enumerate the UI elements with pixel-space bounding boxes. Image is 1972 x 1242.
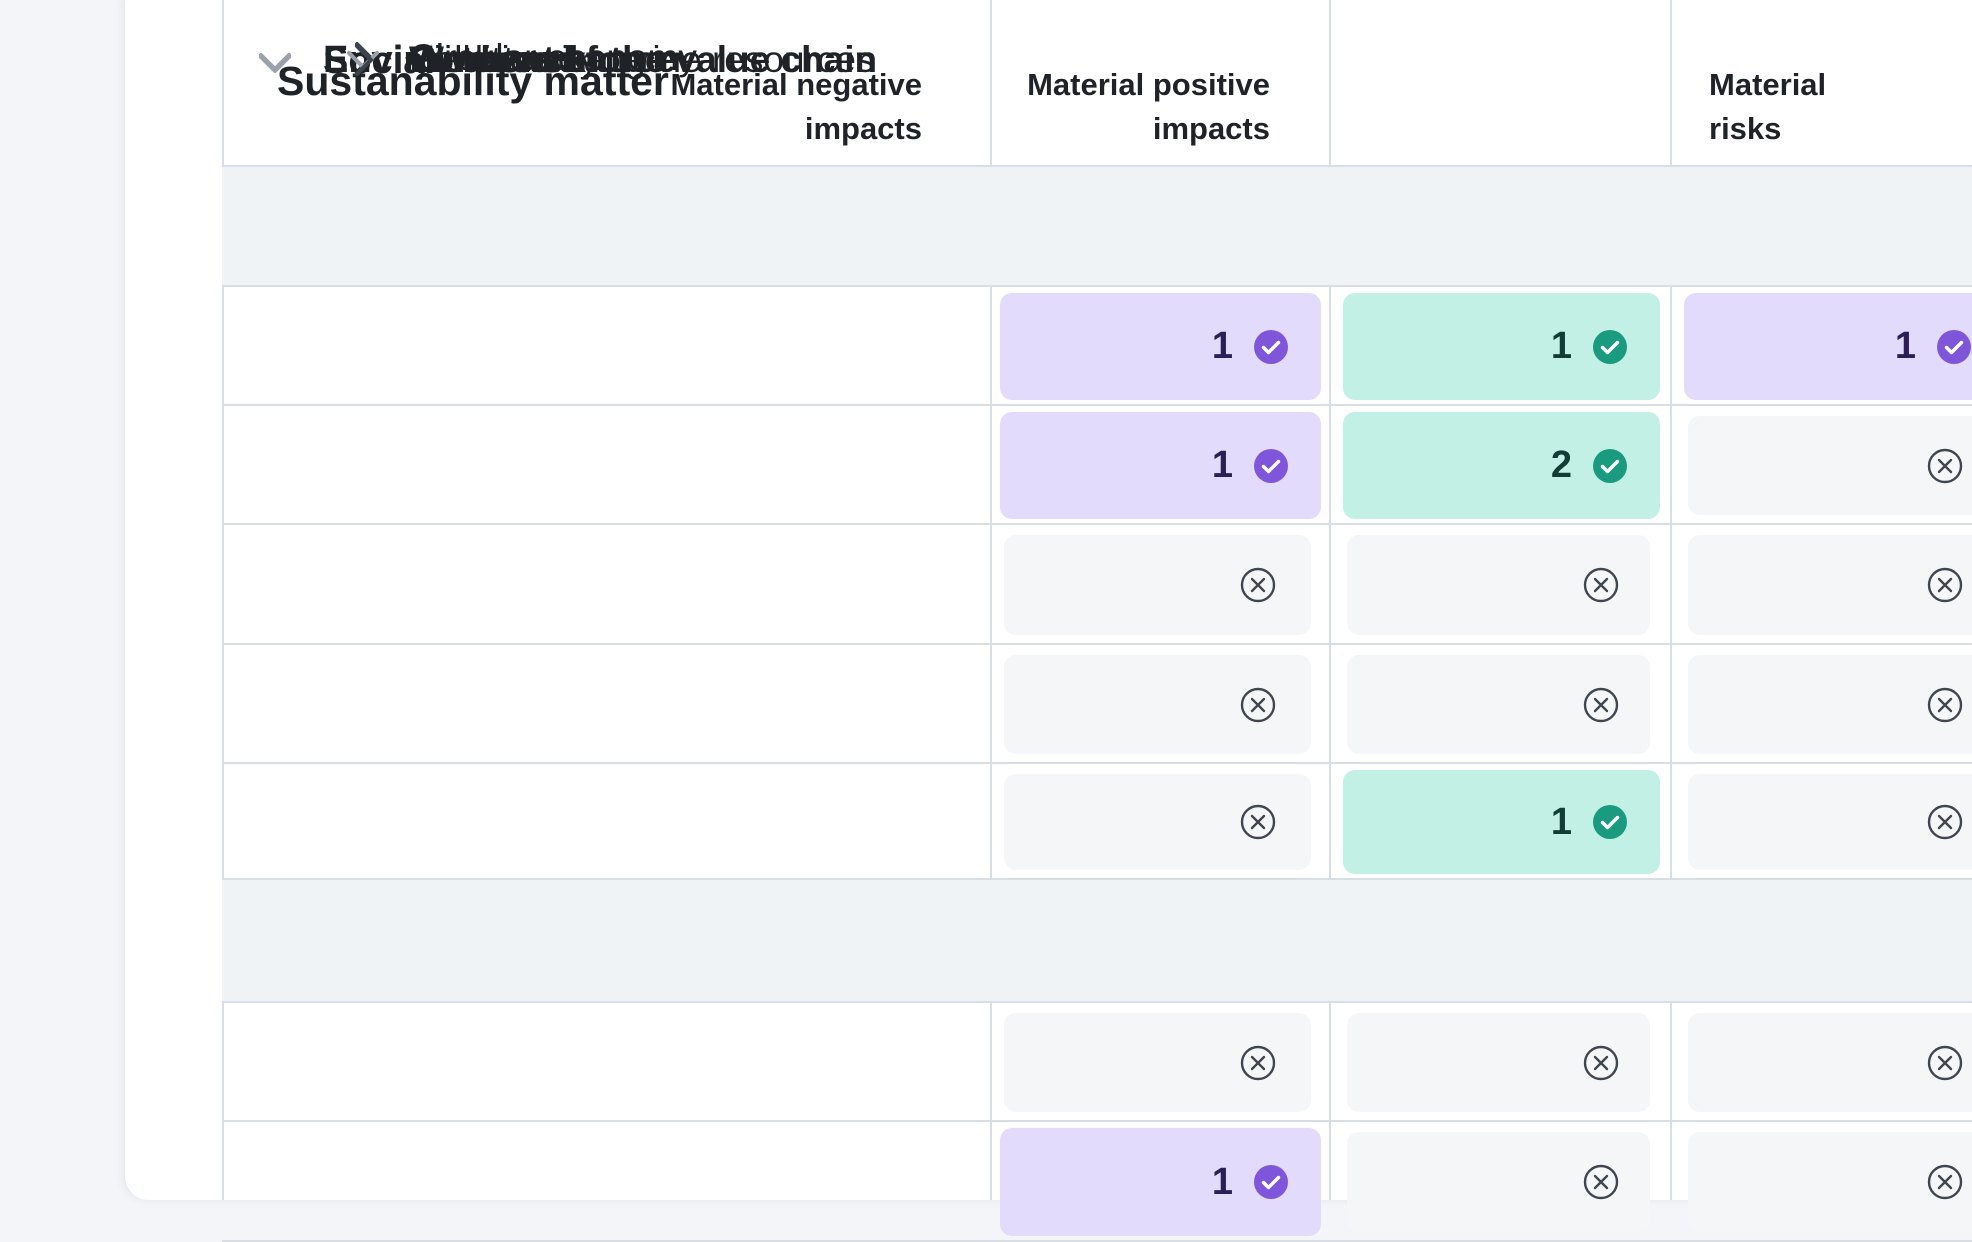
x-circle-icon: [1926, 803, 1964, 841]
x-circle-icon: [1926, 566, 1964, 604]
row-label-text: Own workforce: [409, 38, 677, 80]
x-circle-icon: [1239, 566, 1277, 604]
row-label-text: Workers in the value chain: [409, 39, 878, 80]
row-label-text: Pollution: [409, 38, 551, 80]
row-label-text: Climate change: [409, 38, 667, 80]
column-divider: [1670, 0, 1672, 1200]
row-label-text: Water and marine resources: [409, 39, 875, 80]
not-material-cell[interactable]: [1347, 655, 1650, 754]
x-circle-icon: [1582, 1163, 1620, 1201]
impact-count: 1: [1211, 444, 1233, 486]
matter-label[interactable]: Own workforce: [343, 0, 676, 119]
column-header-positive-impacts[interactable]: Material positive impacts: [1027, 67, 1270, 146]
impact-count: 1: [1550, 800, 1572, 843]
check-circle-icon: [1253, 1164, 1289, 1200]
column-divider: [1329, 0, 1331, 1200]
material-cell[interactable]: 1: [1000, 293, 1321, 400]
x-circle-icon: [1926, 1163, 1964, 1201]
table-left-border: [222, 0, 224, 1200]
not-material-cell[interactable]: [1347, 535, 1650, 635]
not-material-cell[interactable]: [1347, 1013, 1650, 1112]
column-header-risks[interactable]: Material risks: [1709, 67, 1827, 146]
check-circle-icon: [1592, 448, 1628, 484]
check-circle-icon: [1592, 329, 1628, 365]
chevron-right-icon[interactable]: [343, 40, 383, 80]
not-material-cell[interactable]: [1688, 416, 1972, 515]
not-material-cell[interactable]: [1688, 1013, 1972, 1112]
table-row: [222, 287, 1972, 406]
material-cell[interactable]: 1: [1684, 293, 1972, 400]
chevron-down-icon[interactable]: [255, 44, 295, 84]
impact-count: 2: [1550, 444, 1572, 486]
check-circle-icon: [1253, 448, 1289, 484]
not-material-cell[interactable]: [1004, 535, 1311, 635]
material-cell[interactable]: 1: [1000, 412, 1321, 519]
row-label-text: Environment: [323, 38, 556, 81]
row-label-text: Circular economy: [409, 37, 697, 78]
material-cell[interactable]: 2: [1343, 412, 1660, 519]
group-label[interactable]: Social: [255, 0, 435, 123]
row-label-text: Social: [323, 40, 435, 82]
material-cell[interactable]: 1: [1000, 1128, 1321, 1236]
matter-label[interactable]: Pollution: [343, 0, 551, 119]
materiality-table: Sustanability matter Material negative i…: [222, 0, 1972, 1242]
x-circle-icon: [1926, 686, 1964, 724]
x-circle-icon: [1239, 686, 1277, 724]
check-circle-icon: [1592, 804, 1628, 840]
column-header-negative-impacts[interactable]: Material negative impacts: [670, 67, 922, 146]
material-cell[interactable]: 1: [1343, 293, 1660, 400]
x-circle-icon: [1926, 447, 1964, 485]
impact-count: 1: [1550, 325, 1572, 367]
x-circle-icon: [1582, 686, 1620, 724]
not-material-cell[interactable]: [1688, 774, 1972, 870]
x-circle-icon: [1239, 1044, 1277, 1082]
x-circle-icon: [1926, 1044, 1964, 1082]
table-row: [222, 1003, 1972, 1122]
table-header-row: Sustanability matter Material negative i…: [222, 0, 1972, 167]
not-material-cell[interactable]: [1688, 655, 1972, 754]
not-material-cell[interactable]: [1004, 774, 1311, 870]
impact-count: 1: [1894, 325, 1916, 367]
table-row: [222, 525, 1972, 645]
table-row: [222, 645, 1972, 764]
impact-count: 1: [1211, 1160, 1233, 1203]
matter-label[interactable]: Workers in the value chain: [343, 0, 877, 120]
not-material-cell[interactable]: [1688, 535, 1972, 635]
not-material-cell[interactable]: [1688, 1132, 1972, 1232]
material-cell[interactable]: 1: [1343, 770, 1660, 874]
column-divider: [990, 0, 992, 1200]
impact-count: 1: [1211, 325, 1233, 367]
group-row: [222, 880, 1972, 1003]
not-material-cell[interactable]: [1347, 1132, 1650, 1232]
group-row: [222, 167, 1972, 287]
x-circle-icon: [1582, 1044, 1620, 1082]
x-circle-icon: [1239, 803, 1277, 841]
table-row: [222, 406, 1972, 525]
not-material-cell[interactable]: [1004, 655, 1311, 754]
row-label-text: Biodiversity: [409, 38, 599, 80]
matter-label[interactable]: Circular economy: [343, 0, 697, 116]
not-material-cell[interactable]: [1004, 1013, 1311, 1112]
table-row: [222, 764, 1972, 880]
check-circle-icon: [1936, 329, 1972, 365]
x-circle-icon: [1582, 566, 1620, 604]
check-circle-icon: [1253, 329, 1289, 365]
column-header-matter: Sustanability matter: [277, 58, 669, 104]
